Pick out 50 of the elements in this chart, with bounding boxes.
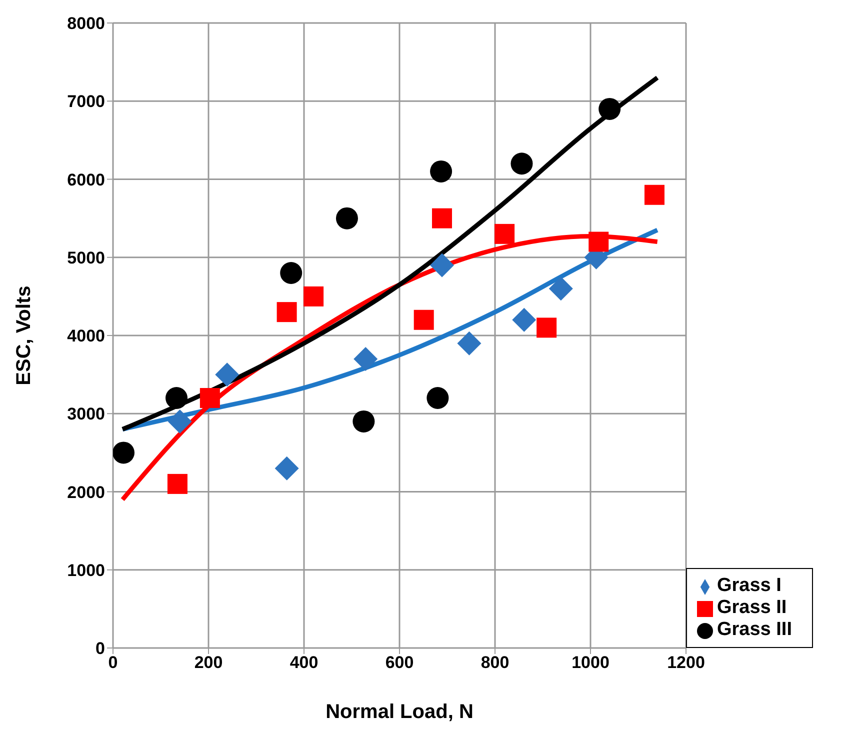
point xyxy=(644,184,664,205)
x-axis-title: Normal Load, N xyxy=(326,701,474,723)
point xyxy=(426,387,449,409)
x-tick-label: 0 xyxy=(108,653,118,672)
y-tick-label: 5000 xyxy=(67,248,105,268)
point xyxy=(430,160,452,182)
x-tick-label: 1200 xyxy=(667,653,705,672)
x-tick-label: 200 xyxy=(194,653,223,672)
point xyxy=(276,302,297,322)
x-tick-label: 400 xyxy=(290,653,318,672)
point xyxy=(304,286,324,306)
point xyxy=(494,224,515,244)
point xyxy=(588,232,609,252)
point xyxy=(598,98,621,120)
y-tick-label: 7000 xyxy=(67,92,105,112)
y-axis-title: ESC, Volts xyxy=(13,286,36,386)
point xyxy=(280,262,302,284)
y-tick-label: 6000 xyxy=(67,170,105,190)
y-tick-label: 1000 xyxy=(67,560,105,580)
point xyxy=(167,474,188,494)
point xyxy=(512,308,536,332)
y-tick-label: 8000 xyxy=(67,14,105,34)
line-series xyxy=(120,75,660,432)
point xyxy=(168,409,192,434)
legend-label: Grass I xyxy=(717,575,782,596)
point xyxy=(430,253,454,278)
point xyxy=(510,152,533,175)
point xyxy=(354,346,378,371)
y-tick-label: 4000 xyxy=(67,326,105,346)
point xyxy=(352,410,375,432)
point xyxy=(200,388,220,408)
point xyxy=(274,456,299,480)
x-tick-label: 1000 xyxy=(572,653,610,672)
point xyxy=(215,362,240,387)
point xyxy=(414,310,434,330)
legend-label: Grass II xyxy=(717,597,787,618)
line-series xyxy=(120,228,660,432)
point xyxy=(536,318,557,338)
point xyxy=(166,387,188,409)
x-tick-label: 800 xyxy=(480,653,510,672)
point xyxy=(457,331,482,356)
point xyxy=(336,207,358,230)
legend-label: Grass III xyxy=(717,619,792,640)
y-tick-label: 0 xyxy=(96,639,105,658)
point xyxy=(432,208,452,228)
y-tick-label: 3000 xyxy=(67,404,105,424)
x-tick-label: 600 xyxy=(385,653,414,672)
point xyxy=(113,442,135,464)
y-tick-label: 2000 xyxy=(67,482,105,502)
point xyxy=(548,276,573,301)
